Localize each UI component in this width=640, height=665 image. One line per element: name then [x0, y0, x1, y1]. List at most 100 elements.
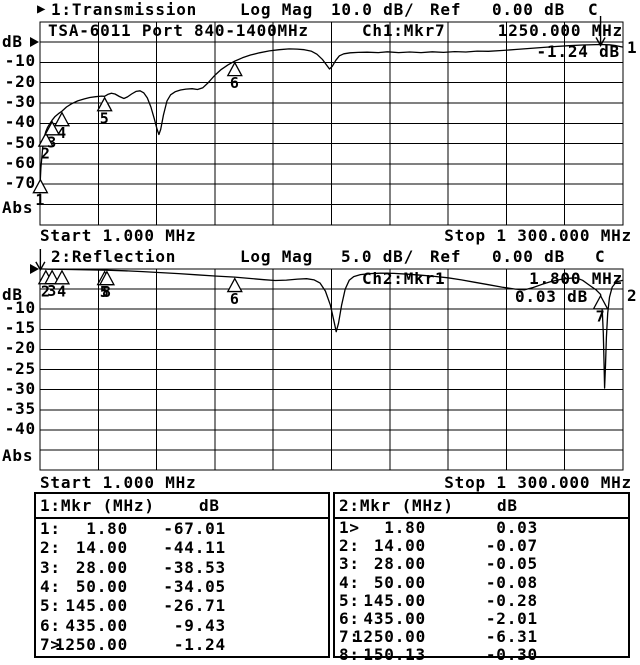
ch1-marker-readout-label: Ch1:Mkr7: [362, 21, 446, 40]
grid-lines: [39, 21, 624, 226]
marker-db-value: -0.30: [485, 645, 538, 665]
marker-db-value: -44.11: [163, 538, 226, 558]
marker-db-value: -0.07: [485, 536, 538, 556]
marker-id: 4:: [40, 576, 61, 596]
marker-table-row[interactable]: 28.00 -0.05 3:: [335, 556, 628, 574]
ch1-format-label[interactable]: Log Mag: [240, 0, 314, 19]
marker-table-row[interactable]: 28.00 -38.53 3:: [36, 557, 328, 578]
ch2-format-label[interactable]: Log Mag: [240, 247, 314, 266]
marker-number-label: 3: [47, 282, 57, 300]
ch2-marker-readout-freq: 1.800 MHz: [529, 269, 623, 288]
marker-3[interactable]: 3: [44, 269, 61, 301]
device-title: TSA-6011 Port 840-1400MHz: [48, 21, 309, 40]
marker-table-row[interactable]: 145.00 -26.71 5:: [36, 598, 328, 616]
marker-triangle-icon: [44, 269, 61, 285]
marker-8[interactable]: 8: [98, 270, 116, 302]
marker-table-row[interactable]: 1.80 0.03 1>: [335, 520, 628, 538]
marker-6[interactable]: 6: [226, 61, 243, 93]
marker-db-value: -6.31: [485, 627, 538, 647]
marker-frequency: 1250.00: [54, 634, 128, 654]
marker-frequency: 14.00: [373, 536, 426, 556]
trace-line: [39, 43, 624, 191]
marker-number-label: 6: [230, 74, 240, 92]
y-tick-label: -70: [4, 173, 36, 193]
marker-id: 3:: [40, 557, 61, 577]
y-tick-label: -10: [4, 298, 36, 318]
g1-start-freq[interactable]: Start 1.000 MHz: [40, 226, 197, 245]
g1-stop-freq[interactable]: Stop 1 300.000 MHz: [444, 226, 632, 245]
ch2-marker-table-db-header: dB: [497, 496, 518, 515]
marker-frequency: 28.00: [75, 557, 128, 577]
marker-number-label: 4: [57, 282, 67, 300]
marker-id: 7>: [40, 634, 61, 654]
active-marker-arrow-icon[interactable]: [595, 16, 606, 47]
marker-number-label: 3: [47, 133, 57, 151]
ch1-marker-table-header: 1:Mkr (MHz): [40, 496, 155, 515]
marker-3[interactable]: 3: [44, 120, 61, 151]
marker-4[interactable]: 4: [53, 269, 71, 301]
marker-arrow-head: [595, 37, 606, 47]
marker-id: 6:: [339, 609, 360, 628]
ch1-ref-value[interactable]: 0.00 dB: [492, 0, 566, 19]
marker-5[interactable]: 5: [96, 96, 113, 128]
marker-4[interactable]: 4: [53, 111, 71, 143]
marker-table-row[interactable]: 435.00 -9.43 6:: [36, 617, 328, 636]
marker-frequency: 145.00: [65, 596, 128, 616]
marker-table-row[interactable]: 1250.00 -6.31 7:: [335, 629, 628, 647]
g2-stop-freq[interactable]: Stop 1 300.000 MHz: [444, 473, 632, 492]
ch2-ref-label: Ref: [430, 247, 462, 266]
marker-2[interactable]: 2: [37, 131, 54, 163]
ch1-marker-readout-freq: 1250.000 MHz: [497, 21, 623, 40]
marker-triangle-icon: [98, 270, 116, 286]
table-header-divider: [36, 517, 328, 519]
marker-table-row[interactable]: 14.00 -44.11 2:: [36, 540, 328, 558]
ch1-marker-table: 1:Mkr (MHz) dB 1.80 -67.01 1: 14.00 -44.11 2:…: [34, 492, 330, 658]
marker-frequency: 14.00: [75, 538, 128, 558]
transmission-plot[interactable]: 1 234 5 6: [30, 16, 624, 226]
y-tick-label: -30: [4, 378, 36, 398]
marker-table-row[interactable]: 150.13 -0.30 8:: [335, 647, 628, 665]
marker-table-row[interactable]: 1250.00 -1.24 7>: [36, 634, 328, 655]
ch2-trace-label[interactable]: 2:Reflection: [51, 247, 177, 266]
marker-frequency: 1.80: [384, 518, 426, 537]
reflection-plot[interactable]: 23 4 5 6 7 8: [30, 249, 624, 471]
marker-db-value: -2.01: [485, 609, 538, 628]
g2-trace-number: 2: [627, 286, 638, 305]
g2-start-freq[interactable]: Start 1.000 MHz: [40, 473, 197, 492]
marker-db-value: 0.03: [496, 518, 538, 537]
ch2-marker-readout-value: 0.03 dB: [514, 287, 588, 306]
ch1-ref-label: Ref: [430, 0, 462, 19]
y-tick-label: -10: [4, 51, 36, 71]
marker-table-row[interactable]: 50.00 -34.05 4:: [36, 576, 328, 597]
ch1-scale-value[interactable]: 10.0 dB/: [331, 0, 415, 19]
ch2-scale-value[interactable]: 5.0 dB/: [341, 247, 415, 266]
marker-triangle-icon: [226, 277, 243, 293]
active-marker-arrow-icon[interactable]: [35, 249, 46, 272]
marker-1[interactable]: 1: [32, 178, 49, 210]
marker-arrow-head: [35, 261, 46, 272]
marker-table-row[interactable]: 145.00 -0.28 5:: [335, 592, 628, 611]
marker-table-row[interactable]: 14.00 -0.07 2:: [335, 538, 628, 556]
ch2-ref-value[interactable]: 0.00 dB: [492, 247, 566, 266]
marker-frequency: 28.00: [373, 554, 426, 574]
marker-table-row[interactable]: 1.80 -67.01 1:: [36, 521, 328, 539]
marker-table-row[interactable]: 50.00 -0.08 4:: [335, 574, 628, 593]
marker-6[interactable]: 6: [226, 277, 243, 309]
active-channel-icon: ▶: [37, 1, 47, 17]
ch2-cal-indicator: C: [595, 247, 606, 266]
marker-triangle-icon: [592, 294, 609, 310]
marker-triangle-icon: [37, 131, 54, 147]
g2-y-unit: dB: [2, 285, 23, 304]
marker-id: 2:: [339, 536, 360, 556]
marker-id: 7:: [339, 627, 360, 647]
y-tick-label: -20: [4, 71, 36, 91]
y-tick-label: -40: [4, 418, 36, 438]
marker-db-value: -0.05: [485, 554, 538, 574]
marker-number-label: 5: [100, 283, 110, 301]
marker-table-row[interactable]: 435.00 -2.01 6:: [335, 611, 628, 629]
ch1-trace-label[interactable]: 1:Transmission: [51, 0, 198, 19]
ref-level-indicator-icon: [30, 37, 39, 47]
marker-7[interactable]: 7: [592, 294, 609, 326]
g1-trace-number: 1: [627, 38, 638, 57]
marker-id: 1:: [40, 519, 61, 538]
